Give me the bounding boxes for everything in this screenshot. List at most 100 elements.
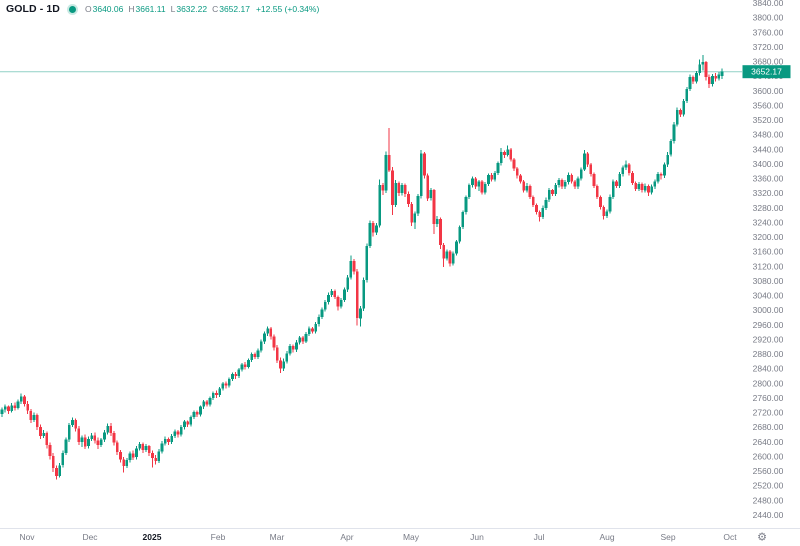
price-axis-label: 3120.00 <box>753 261 784 271</box>
low-label: L <box>170 4 176 14</box>
price-axis-label: 2720.00 <box>753 408 784 418</box>
candle <box>285 351 289 364</box>
close-label: C <box>212 4 219 14</box>
market-status-dot[interactable] <box>69 5 76 13</box>
candle <box>131 450 135 461</box>
candle <box>653 179 657 189</box>
candle <box>336 295 340 311</box>
candle <box>323 300 327 312</box>
candle <box>295 340 298 352</box>
candle <box>3 404 7 413</box>
candle <box>199 405 202 417</box>
candle <box>442 242 445 267</box>
candle <box>221 381 225 391</box>
price-axis[interactable]: 3840.003800.003760.003720.003680.003640.… <box>753 0 784 520</box>
candle <box>608 194 612 214</box>
candle <box>583 150 586 172</box>
candle <box>365 243 369 283</box>
candle <box>573 180 577 189</box>
candle <box>13 402 17 411</box>
candle <box>605 209 609 218</box>
candle <box>640 182 644 193</box>
candle <box>195 410 199 417</box>
candle <box>397 181 401 197</box>
candle <box>509 147 513 162</box>
candle <box>528 184 532 199</box>
candle <box>707 74 711 88</box>
candle <box>435 215 439 227</box>
price-axis-label: 2680.00 <box>753 422 784 432</box>
candle <box>218 387 221 398</box>
candle <box>419 150 423 199</box>
candle <box>477 180 481 191</box>
candle <box>269 327 273 340</box>
candle <box>515 166 519 179</box>
open-label: O <box>85 4 92 14</box>
candle <box>7 405 10 415</box>
candle <box>301 336 305 344</box>
symbol-title[interactable]: GOLD - 1D <box>6 3 60 15</box>
price-axis-label: 2560.00 <box>753 466 784 476</box>
candle <box>586 152 589 167</box>
candle <box>279 357 282 374</box>
candle <box>445 249 449 261</box>
candle <box>343 287 346 303</box>
candle <box>173 429 177 439</box>
candle <box>339 297 343 309</box>
candle <box>243 362 247 370</box>
candle <box>80 435 84 447</box>
change-readout: +12.55 (+0.34%) <box>255 4 320 14</box>
high-value: 3661.11 <box>135 4 166 14</box>
time-axis-label: 2025 <box>143 532 162 542</box>
candle <box>416 193 420 216</box>
price-axis-label: 3400.00 <box>753 159 784 169</box>
candle <box>359 305 362 327</box>
price-axis-label: 2920.00 <box>753 335 784 345</box>
candle <box>547 188 551 202</box>
candle <box>202 400 205 409</box>
candle <box>647 184 650 197</box>
candle <box>26 400 29 415</box>
candle <box>122 457 125 473</box>
price-axis-label: 3000.00 <box>753 305 784 315</box>
price-axis-label: 2600.00 <box>753 452 784 462</box>
candle <box>403 183 407 197</box>
time-axis-label: Jul <box>534 532 545 542</box>
candle <box>189 415 193 427</box>
price-axis-label: 3320.00 <box>753 188 784 198</box>
candle <box>688 74 692 91</box>
close-value: 3652.17 <box>219 4 250 14</box>
candle <box>298 335 301 345</box>
candle <box>538 210 541 222</box>
candle <box>451 251 455 266</box>
candle <box>650 184 653 195</box>
candle <box>147 444 151 456</box>
candle <box>263 331 266 344</box>
candle <box>695 71 698 84</box>
price-axis-label: 3760.00 <box>753 27 784 37</box>
candle <box>247 358 250 369</box>
candle <box>455 240 458 256</box>
price-axis-label: 3600.00 <box>753 86 784 96</box>
candle <box>679 108 682 118</box>
candle <box>109 422 113 436</box>
candle <box>74 418 77 432</box>
axis-settings-gear-icon[interactable]: ⚙ <box>757 532 767 544</box>
symbol-legend: GOLD - 1D O 3640.06 H 3661.11 L 3632.22 … <box>6 3 319 15</box>
candle <box>106 423 109 435</box>
candle <box>672 122 676 144</box>
candle <box>304 332 308 344</box>
candle <box>525 182 529 193</box>
candle <box>611 179 615 199</box>
candle <box>240 362 244 372</box>
candle <box>0 407 4 417</box>
candle <box>717 71 721 81</box>
candle <box>691 75 695 85</box>
candle <box>576 176 580 189</box>
candle <box>631 171 634 186</box>
candle <box>103 430 106 442</box>
high-label: H <box>128 4 135 14</box>
candle <box>115 440 119 455</box>
time-axis[interactable]: Nov Dec 2025 Feb Mar Apr May Jun Jul Aug Sep Oct <box>19 532 737 542</box>
